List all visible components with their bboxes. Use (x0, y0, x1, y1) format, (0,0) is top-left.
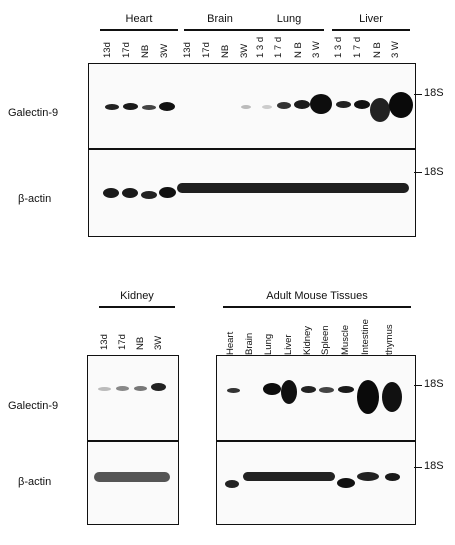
lane-label: Muscle (340, 324, 351, 355)
row-label-beta-actin: β-actin (18, 476, 52, 488)
lane-label: 1 3 d (333, 36, 344, 58)
lane-label: Heart (225, 331, 236, 355)
group-label-adult-tissues: Adult Mouse Tissues (223, 290, 411, 308)
lane-label: 17d (121, 42, 132, 58)
lane-label: Brain (244, 332, 255, 355)
group-label-lung: Lung (254, 13, 324, 31)
lane-label: NB (140, 44, 151, 58)
lane-label: 3W (159, 43, 170, 58)
lane-label: 13d (182, 42, 193, 58)
lane-label: 3 W (390, 41, 401, 58)
lane-label: 13d (99, 334, 110, 350)
lane-label: Liver (283, 334, 294, 355)
marker-18s: 18S (424, 460, 444, 472)
group-label-heart: Heart (100, 13, 178, 31)
blot-divider (89, 148, 415, 150)
adult-blot-panel (216, 355, 416, 525)
lane-label: 13d (102, 42, 113, 58)
blot-divider (88, 440, 178, 442)
marker-18s: 18S (424, 87, 444, 99)
lane-label: 3W (153, 335, 164, 350)
lane-label: 17d (201, 42, 212, 58)
lane-label: N B (372, 42, 383, 58)
row-label-galectin9: Galectin-9 (8, 400, 59, 412)
lane-label: Kidney (302, 325, 313, 355)
blot-divider (217, 440, 415, 442)
lane-label: 1 7 d (273, 36, 284, 58)
group-label-kidney: Kidney (99, 290, 175, 308)
lane-label: thymus (384, 324, 395, 355)
lane-label: 17d (117, 334, 128, 350)
lane-label: Intestine (360, 319, 371, 355)
lane-label: NB (135, 336, 146, 350)
lane-label: 3 W (311, 41, 322, 58)
lane-label: Lung (263, 333, 274, 355)
marker-18s: 18S (424, 166, 444, 178)
lane-label: N B (293, 42, 304, 58)
lane-label: 1 7 d (352, 36, 363, 58)
lane-label: 3W (239, 43, 250, 58)
lane-label: 1 3 d (255, 36, 266, 58)
kidney-blot-panel (87, 355, 179, 525)
lane-label: Spleen (320, 325, 331, 355)
row-label-beta-actin: β-actin (18, 193, 52, 205)
group-label-brain: Brain (184, 13, 256, 31)
lane-label: NB (220, 44, 231, 58)
marker-18s: 18S (424, 378, 444, 390)
group-label-liver: Liver (332, 13, 410, 31)
top-blot-panel (88, 63, 416, 237)
row-label-galectin9: Galectin-9 (8, 107, 59, 119)
